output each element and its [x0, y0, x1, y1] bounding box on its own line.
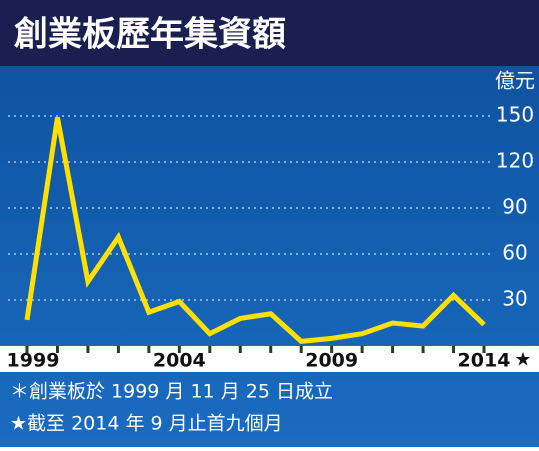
title-bar [0, 0, 539, 66]
chart-title: 創業板歷年集資額 [14, 15, 286, 55]
x-tick-label: 2009 [305, 350, 358, 372]
x-note: ★ [514, 349, 531, 371]
line [24, 117, 486, 344]
y-tick-label: 30 [502, 287, 527, 311]
y-tick-label: 150 [496, 103, 534, 127]
x-tick-label: 2004 [153, 350, 206, 372]
x-tick-label: 1999 [7, 350, 60, 372]
x-tick-label: 2014 [458, 350, 511, 372]
y-tick-label: 90 [502, 195, 527, 219]
note: ★截至 2014 年 9 月止首九個月 [10, 413, 283, 435]
y-unit: 億元 [495, 69, 535, 93]
y-tick-label: 120 [496, 149, 534, 173]
y-tick-label: 60 [502, 241, 527, 265]
note: ＊創業板於 1999 月 11 月 25 日成立 [10, 381, 333, 403]
